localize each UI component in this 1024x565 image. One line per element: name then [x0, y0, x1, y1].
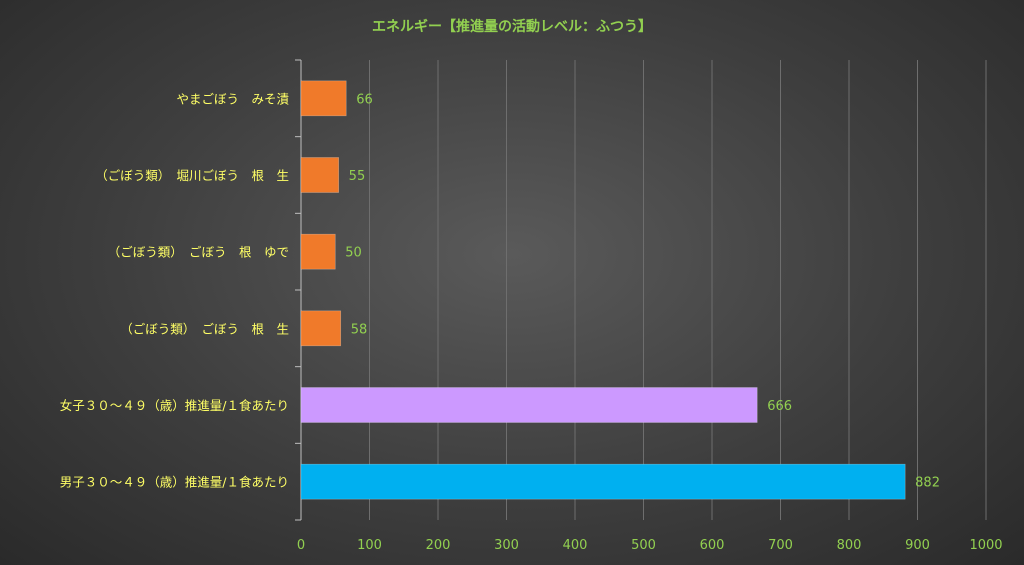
x-tick-label: 400	[563, 538, 588, 553]
x-tick-label: 800	[837, 538, 862, 553]
category-label: 女子３０～４９（歳）推進量/１食あたり	[60, 398, 289, 413]
data-label: 50	[345, 246, 362, 261]
data-label: 66	[356, 92, 373, 107]
category-label: （ごぼう類） ごぼう 根 ゆで	[108, 245, 289, 260]
data-label: 58	[351, 322, 368, 337]
bar	[300, 233, 336, 270]
x-tick-label: 100	[357, 538, 382, 553]
category-label: （ごぼう類） ごぼう 根 生	[120, 321, 289, 336]
x-tick-label: 300	[494, 538, 519, 553]
bar	[300, 310, 342, 347]
category-label: （ごぼう類） 堀川ごぼう 根 生	[95, 168, 289, 183]
bar	[300, 387, 758, 423]
x-tick-label: 0	[297, 538, 305, 553]
x-tick-label: 200	[426, 538, 451, 553]
bar	[300, 80, 347, 117]
category-label: やまごぼう みそ漬	[176, 91, 289, 106]
category-label: 男子３０～４９（歳）推進量/１食あたり	[60, 475, 289, 490]
x-tick-label: 500	[631, 538, 656, 553]
x-tick-label: 1000	[969, 538, 1002, 553]
chart-title: エネルギー【推進量の活動レベル：ふつう】	[372, 18, 652, 35]
bar	[300, 157, 339, 193]
x-tick-label: 600	[700, 538, 725, 553]
x-tick-label: 900	[905, 538, 930, 553]
x-tick-label: 700	[768, 538, 793, 553]
data-label: 666	[767, 399, 792, 414]
bar	[300, 463, 906, 500]
data-label: 882	[915, 476, 940, 491]
data-label: 55	[349, 169, 366, 184]
